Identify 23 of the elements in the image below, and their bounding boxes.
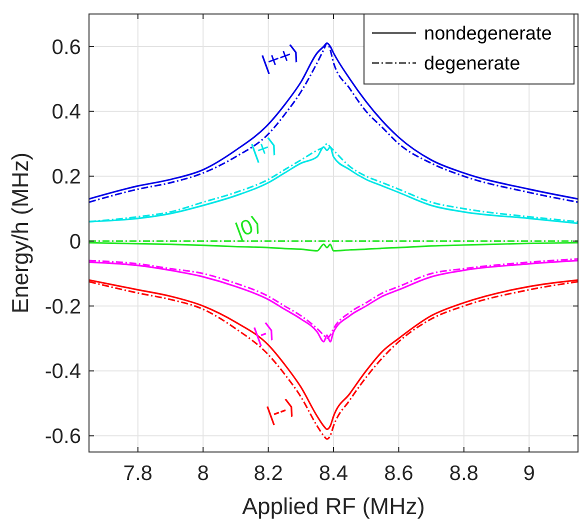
annotation: |++⟩ bbox=[258, 40, 302, 76]
x-tick-label: 8.4 bbox=[318, 462, 348, 485]
y-tick-label: 0.2 bbox=[52, 166, 81, 189]
x-tick-label: 8.6 bbox=[384, 462, 414, 485]
x-tick-label: 8.2 bbox=[254, 462, 283, 485]
x-tick-label: 9 bbox=[523, 462, 535, 485]
x-axis-title: Applied RF (MHz) bbox=[242, 493, 425, 519]
y-tick-label: -0.6 bbox=[44, 425, 81, 448]
y-tick-label: 0 bbox=[69, 230, 81, 254]
annotation: |--⟩ bbox=[264, 396, 298, 427]
x-tick-label: 7.8 bbox=[123, 462, 152, 485]
y-tick-label: 0.4 bbox=[52, 100, 82, 124]
y-axis-title: Energy/h (MHz) bbox=[7, 152, 33, 314]
y-tick-label: -0.4 bbox=[44, 360, 82, 384]
annotation: |0⟩ bbox=[232, 212, 264, 243]
y-tick-label: 0.6 bbox=[52, 36, 81, 59]
annotation: |-⟩ bbox=[250, 318, 278, 348]
y-tick-label: -0.2 bbox=[44, 295, 81, 318]
annotation: |+⟩ bbox=[248, 134, 280, 164]
x-tick-label: 8.8 bbox=[449, 462, 478, 485]
legend-label: degenerate bbox=[424, 54, 520, 75]
x-tick-label: 8 bbox=[197, 462, 209, 485]
legend-label: nondegenerate bbox=[424, 24, 552, 45]
